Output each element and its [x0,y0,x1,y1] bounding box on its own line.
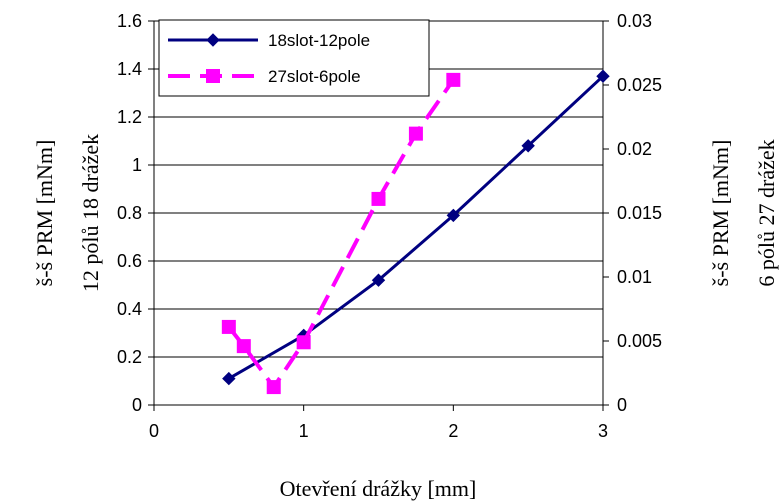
x-tick-label: 3 [598,421,608,441]
left-y-tick-label: 1.6 [117,11,142,31]
right-y-axis-title-line-1: š-š PRM [mNm] [708,140,733,287]
right-y-tick-label: 0.005 [617,331,662,351]
data-point-square [236,339,251,354]
right-y-axis-title-line-2: 6 pólů 27 drážek [754,139,779,286]
series-27slot-6pole [221,72,461,395]
data-point-square [446,72,461,87]
right-y-tick-label: 0.015 [617,203,662,223]
x-axis-title: Otevření drážky [mm] [280,476,477,501]
left-y-axis-title-line-2: 12 pólů 18 drážek [78,134,103,292]
data-point-diamond [446,208,461,223]
left-y-tick-label: 0 [132,395,142,415]
series-line [227,78,455,390]
data-point-square [221,319,236,334]
left-y-tick-label: 1.2 [117,107,142,127]
x-tick-label: 2 [448,421,458,441]
legend-box [158,19,430,97]
data-point-diamond [222,371,236,386]
right-y-tick-label: 0.025 [617,75,662,95]
x-tick-label: 1 [299,421,309,441]
data-point-square [266,380,281,395]
left-y-axis-title: š-š PRM [mNm] 12 pólů 18 drážek [32,134,103,292]
right-y-tick-label: 0 [617,395,627,415]
legend-item: 27slot-6pole [168,67,361,86]
right-y-axis-ticks: 0 0.005 0.01 0.015 0.02 0.025 0.03 [603,11,662,415]
left-y-axis-ticks: 0 0.2 0.4 0.6 0.8 1 1.2 1.4 1.6 [117,11,154,415]
right-y-axis-title: š-š PRM [mNm] 6 pólů 27 drážek [708,139,779,286]
legend-item: 18slot-12pole [168,31,370,50]
left-y-axis-title-line-1: š-š PRM [mNm] [32,140,57,287]
legend-label: 27slot-6pole [268,67,361,86]
data-point-diamond [596,69,610,83]
right-y-tick-label: 0.02 [617,139,652,159]
x-axis-ticks: 0 1 2 3 [149,405,608,441]
data-point-diamond [521,139,535,153]
right-y-tick-label: 0.03 [617,11,652,31]
data-point-diamond [371,273,386,287]
plot-area: 00.20.40.60.811.21.41.6 00.0050.010.0150… [117,11,662,441]
data-point-square [371,191,386,206]
right-y-tick-label: 0.01 [617,267,652,287]
legend-swatch-marker [206,33,220,47]
left-y-tick-label: 1 [132,155,142,175]
left-y-tick-label: 0.6 [117,251,142,271]
legend-swatch-marker [206,69,220,83]
data-point-square [408,126,423,141]
left-y-tick-label: 0.8 [117,203,142,223]
left-y-tick-label: 1.4 [117,59,142,79]
legend-label: 18slot-12pole [268,31,370,50]
left-y-tick-label: 0.4 [117,299,142,319]
x-tick-label: 0 [149,421,159,441]
legend: 18slot-12pole 27slot-6pole [158,19,430,97]
data-point-square [296,335,311,350]
series-line [228,75,605,380]
left-y-tick-label: 0.2 [117,347,142,367]
series-layer [221,69,610,395]
